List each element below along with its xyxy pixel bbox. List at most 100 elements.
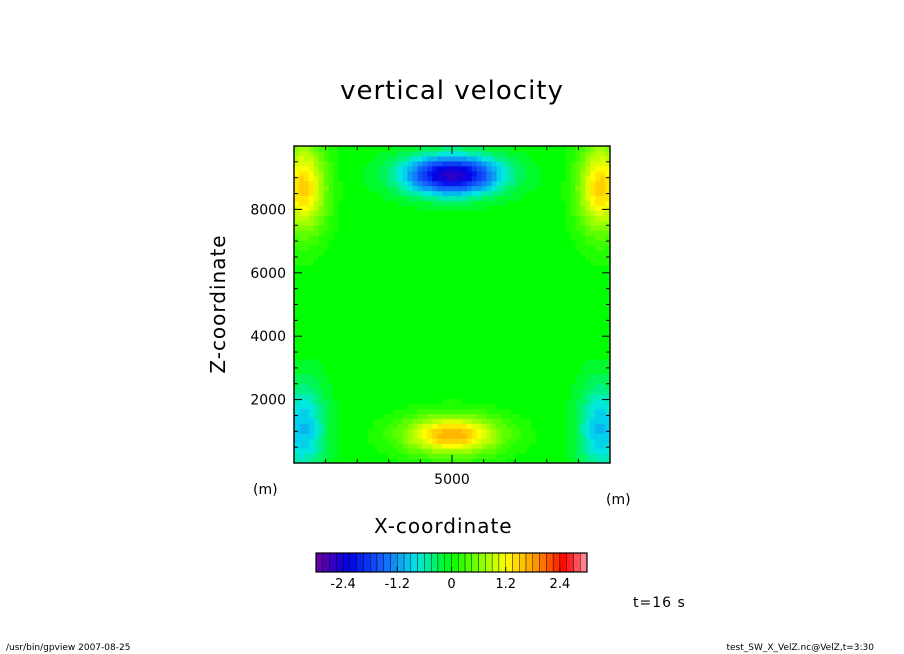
- heatmap-cell: [407, 458, 414, 463]
- heatmap-cell: [526, 215, 532, 221]
- heatmap-cell: [535, 264, 542, 271]
- heatmap-cell: [318, 165, 325, 172]
- heatmap-cell: [585, 254, 591, 261]
- heatmap-cell: [540, 205, 547, 211]
- heatmap-cell: [570, 205, 577, 211]
- heatmap-cell: [496, 220, 502, 226]
- heatmap-cell: [412, 354, 419, 360]
- heatmap-cell: [303, 264, 310, 271]
- heatmap-cell: [595, 254, 601, 261]
- heatmap-cell: [560, 378, 567, 385]
- heatmap-cell: [501, 180, 507, 187]
- heatmap-cell: [442, 150, 448, 157]
- heatmap-cell: [560, 175, 567, 182]
- heatmap-cell: [348, 269, 354, 276]
- heatmap-cell: [397, 373, 404, 380]
- heatmap-cell: [531, 165, 537, 172]
- heatmap-cell: [506, 225, 512, 231]
- heatmap-cell: [328, 363, 335, 370]
- heatmap-cell: [437, 279, 443, 286]
- heatmap-cell: [531, 175, 537, 182]
- heatmap-cell: [526, 373, 532, 380]
- heatmap-cell: [382, 299, 389, 306]
- heatmap-cell: [427, 150, 433, 157]
- heatmap-cell: [353, 259, 359, 266]
- heatmap-cell: [471, 155, 478, 162]
- heatmap-cell: [422, 329, 428, 335]
- heatmap-cell: [392, 170, 399, 177]
- heatmap-cell: [313, 195, 320, 202]
- heatmap-cell: [466, 309, 473, 315]
- heatmap-cell: [595, 448, 601, 454]
- heatmap-cell: [402, 146, 409, 152]
- heatmap-cell: [323, 388, 330, 395]
- heatmap-cell: [373, 215, 379, 221]
- heatmap-cell: [412, 438, 419, 444]
- heatmap-cell: [461, 354, 468, 360]
- heatmap-cell: [368, 458, 374, 463]
- heatmap-cell: [333, 180, 340, 187]
- heatmap-cell: [570, 344, 577, 350]
- colorbar-swatch: [349, 552, 357, 573]
- heatmap-cell: [377, 289, 384, 296]
- heatmap-cell: [407, 453, 414, 459]
- heatmap-cell: [382, 210, 389, 216]
- heatmap-cell: [377, 344, 384, 350]
- heatmap-cell: [605, 284, 610, 291]
- heatmap-cell: [294, 279, 300, 286]
- heatmap-cell: [422, 250, 428, 256]
- heatmap-cell: [412, 279, 419, 286]
- heatmap-cell: [575, 264, 581, 271]
- heatmap-cell: [456, 264, 463, 271]
- heatmap-cell: [298, 453, 305, 459]
- heatmap-cell: [368, 358, 374, 365]
- heatmap-cell: [407, 289, 414, 296]
- heatmap-cell: [516, 220, 522, 226]
- heatmap-cell: [456, 155, 463, 162]
- heatmap-cell: [521, 264, 527, 271]
- heatmap-cell: [540, 398, 547, 405]
- heatmap-cell: [373, 170, 379, 177]
- heatmap-cell: [516, 388, 522, 395]
- heatmap-cell: [550, 254, 557, 261]
- heatmap-cell: [387, 279, 394, 286]
- heatmap-cell: [476, 230, 483, 236]
- y-tick-label: 6000: [250, 266, 286, 282]
- heatmap-cell: [575, 299, 581, 306]
- heatmap-cell: [575, 220, 581, 226]
- heatmap-cell: [476, 433, 483, 439]
- heatmap-cell: [511, 309, 517, 315]
- heatmap-cell: [516, 235, 522, 241]
- heatmap-cell: [313, 250, 320, 256]
- heatmap-cell: [303, 230, 310, 236]
- heatmap-cell: [338, 408, 344, 415]
- heatmap-cell: [496, 329, 502, 335]
- heatmap-cell: [387, 269, 394, 276]
- heatmap-cell: [412, 220, 419, 226]
- heatmap-cell: [338, 383, 344, 390]
- heatmap-cell: [303, 344, 310, 350]
- heatmap-cell: [600, 373, 606, 380]
- heatmap-cell: [358, 309, 364, 315]
- heatmap-cell: [382, 254, 389, 261]
- heatmap-cell: [328, 393, 335, 400]
- heatmap-cell: [545, 324, 552, 330]
- heatmap-cell: [580, 195, 586, 202]
- heatmap-cell: [461, 264, 468, 271]
- heatmap-cell: [308, 254, 315, 261]
- heatmap-cell: [323, 195, 330, 202]
- heatmap-cell: [298, 304, 305, 311]
- heatmap-cell: [392, 185, 399, 192]
- heatmap-cell: [565, 254, 572, 261]
- heatmap-cell: [373, 329, 379, 335]
- heatmap-cell: [545, 354, 552, 360]
- heatmap-cell: [491, 210, 498, 216]
- heatmap-cell: [560, 185, 567, 192]
- heatmap-cell: [461, 185, 468, 192]
- heatmap-cell: [600, 230, 606, 236]
- heatmap-cell: [373, 235, 379, 241]
- heatmap-cell: [298, 448, 305, 454]
- heatmap-cell: [373, 324, 379, 330]
- heatmap-cell: [407, 155, 414, 162]
- heatmap-cell: [358, 254, 364, 261]
